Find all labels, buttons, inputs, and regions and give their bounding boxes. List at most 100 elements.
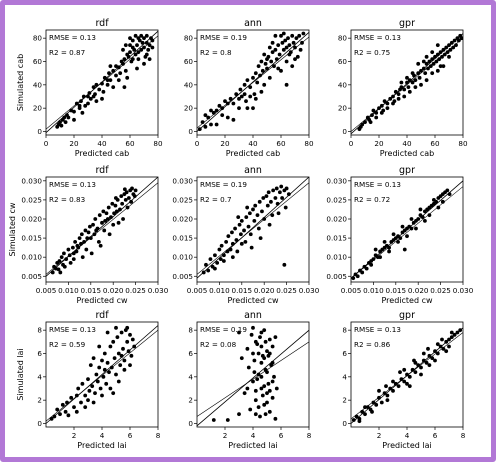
data-point <box>59 255 64 260</box>
data-point <box>267 75 272 80</box>
data-point <box>396 92 401 97</box>
data-point <box>125 205 130 210</box>
data-point <box>107 71 111 76</box>
x-axis-label: Predicted cw <box>227 296 278 305</box>
data-point <box>382 240 387 244</box>
data-point <box>88 96 93 101</box>
data-point <box>221 259 226 263</box>
fit-lines <box>197 329 309 427</box>
data-point <box>259 374 264 379</box>
data-point <box>459 36 463 41</box>
data-point <box>370 409 374 414</box>
data-point <box>128 43 132 48</box>
x-axis-label: Predicted lai <box>382 441 431 450</box>
data-point <box>93 217 98 221</box>
data-point <box>355 274 360 279</box>
data-point <box>421 59 426 64</box>
data-point <box>214 108 219 113</box>
data-point <box>90 384 95 389</box>
data-point <box>98 243 103 248</box>
x-tick-label: 20 <box>69 139 79 148</box>
data-point <box>265 203 270 208</box>
data-point <box>107 370 111 375</box>
data-point <box>293 57 297 62</box>
data-point <box>236 215 241 219</box>
data-point <box>244 99 248 104</box>
data-point <box>126 54 131 59</box>
data-point <box>111 85 116 90</box>
data-point <box>428 64 433 69</box>
data-point <box>444 349 449 354</box>
x-tick-label: 0.020 <box>408 286 429 295</box>
data-point <box>442 52 447 57</box>
data-point <box>259 89 264 94</box>
data-point <box>286 192 291 197</box>
r2-annotation: R2 = 0.59 <box>49 340 86 349</box>
data-point <box>79 241 83 246</box>
subplot-title: rdf <box>95 310 109 321</box>
data-point <box>144 52 149 57</box>
x-tick-label: 0.030 <box>148 286 169 295</box>
data-point <box>273 416 278 421</box>
y-tick-label: 80 <box>184 34 194 43</box>
data-point <box>452 332 457 337</box>
data-point <box>94 99 99 104</box>
x-tick-label: 4 <box>100 431 105 440</box>
data-point <box>123 198 128 202</box>
data-point <box>59 123 64 128</box>
data-point <box>419 372 423 377</box>
data-point <box>239 94 244 99</box>
data-point <box>79 232 84 237</box>
data-point <box>396 96 401 101</box>
data-point <box>402 367 407 372</box>
data-point <box>197 127 202 132</box>
data-point <box>116 379 121 384</box>
data-point <box>74 249 79 254</box>
data-points <box>49 325 137 421</box>
y-tick-label: 4 <box>342 372 347 381</box>
data-point <box>100 81 104 86</box>
data-point <box>114 325 118 330</box>
data-point <box>60 402 65 407</box>
data-point <box>86 377 90 382</box>
data-point <box>253 398 258 403</box>
data-point <box>213 253 217 258</box>
y-tick-label: 6 <box>342 349 347 358</box>
data-point <box>262 217 267 221</box>
data-point <box>248 85 253 90</box>
data-point <box>72 109 76 114</box>
data-point <box>109 365 114 370</box>
r2-annotation: R2 = 0.83 <box>49 195 85 204</box>
data-point <box>444 339 449 344</box>
data-point <box>258 414 262 419</box>
y-tick-label: 6 <box>37 349 42 358</box>
data-point <box>83 228 88 233</box>
data-point <box>211 110 216 115</box>
data-point <box>253 96 258 101</box>
data-point <box>449 330 454 335</box>
data-point <box>234 92 239 97</box>
data-point <box>410 80 415 85</box>
data-point <box>388 96 393 101</box>
data-point <box>382 391 387 396</box>
data-point <box>121 217 125 221</box>
one-to-one-line <box>197 182 309 275</box>
y-tick-label: 0.030 <box>172 176 193 185</box>
data-point <box>62 264 67 269</box>
data-point <box>274 386 279 391</box>
x-tick-label: 0.005 <box>187 286 208 295</box>
data-point <box>258 73 262 78</box>
data-point <box>123 43 128 48</box>
data-point <box>351 418 356 422</box>
data-point <box>225 418 230 422</box>
data-point <box>256 372 261 377</box>
data-point <box>116 78 121 83</box>
data-point <box>242 92 247 97</box>
data-point <box>407 374 412 379</box>
data-point <box>209 108 213 113</box>
regression-line <box>197 329 309 427</box>
data-point <box>300 40 304 45</box>
data-point <box>246 365 251 370</box>
data-point <box>266 353 271 358</box>
